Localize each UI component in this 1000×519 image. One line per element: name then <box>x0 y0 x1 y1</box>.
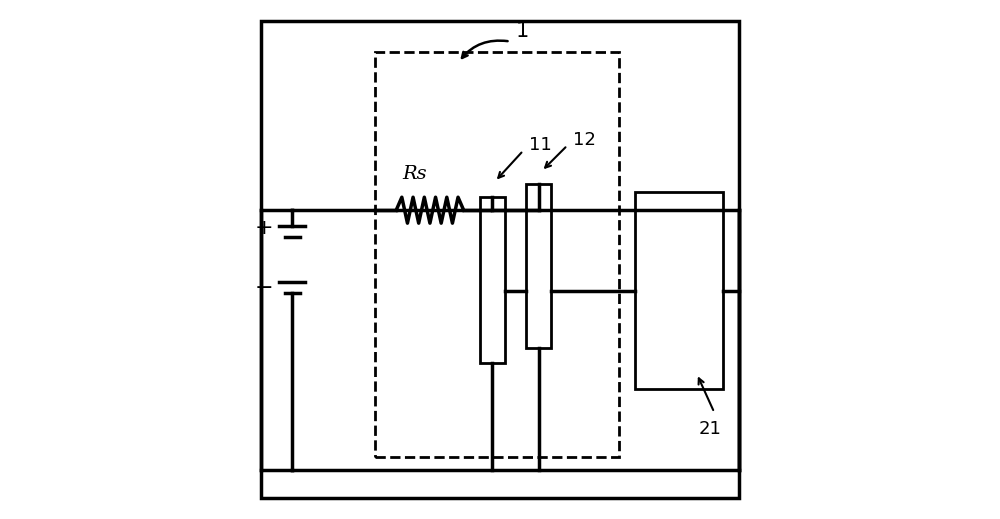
Text: 1: 1 <box>516 21 529 41</box>
Bar <box>635 192 723 389</box>
Text: −: − <box>255 278 273 298</box>
Text: Rs: Rs <box>402 165 427 183</box>
Text: 12: 12 <box>573 131 596 149</box>
Bar <box>375 52 619 457</box>
Text: +: + <box>255 218 273 238</box>
Bar <box>480 197 505 363</box>
Text: 11: 11 <box>529 136 551 154</box>
Bar <box>526 184 551 348</box>
Text: 21: 21 <box>698 420 721 439</box>
